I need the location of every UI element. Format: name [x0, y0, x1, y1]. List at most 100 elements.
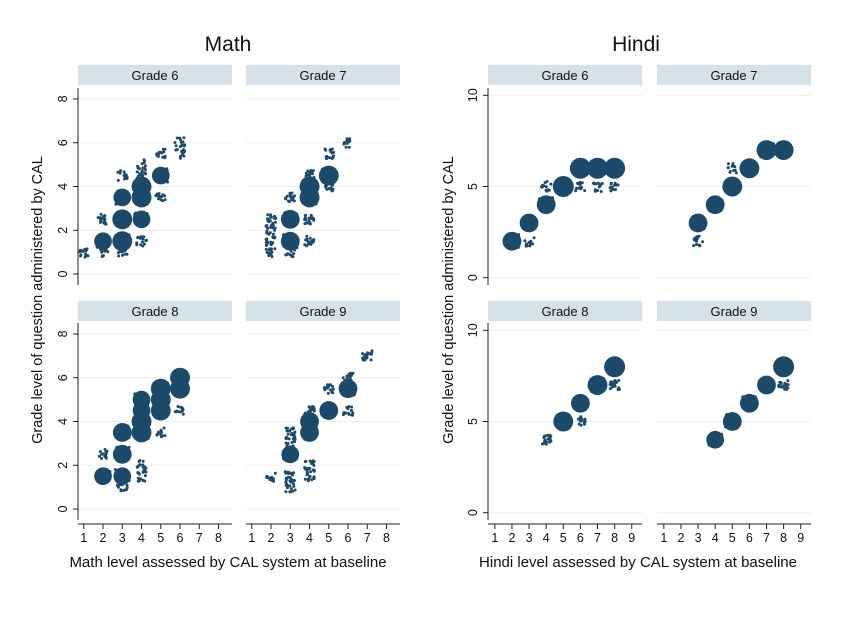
data-point	[545, 202, 549, 206]
data-point	[331, 170, 335, 174]
data-point	[743, 170, 747, 174]
data-point	[142, 424, 146, 428]
data-point	[734, 181, 738, 185]
data-point	[103, 448, 107, 451]
data-point	[754, 402, 758, 406]
data-point	[143, 182, 147, 186]
data-point	[272, 236, 276, 240]
data-point	[124, 214, 128, 217]
data-point	[286, 486, 289, 490]
data-point	[531, 216, 535, 220]
data-point	[332, 150, 336, 154]
data-point	[141, 401, 145, 405]
data-point	[142, 242, 146, 246]
data-point	[589, 169, 592, 172]
data-point	[591, 379, 595, 383]
data-point	[309, 213, 313, 217]
data-point	[95, 236, 99, 240]
data-point	[125, 222, 129, 226]
data-point	[155, 433, 159, 437]
data-point	[616, 183, 620, 187]
data-point	[370, 349, 374, 353]
data-point	[322, 173, 326, 177]
data-point	[619, 363, 623, 367]
data-point	[727, 426, 731, 430]
data-point	[560, 188, 564, 192]
data-point	[713, 432, 717, 436]
data-point	[123, 488, 127, 492]
y-tick-label: 4	[56, 183, 70, 190]
data-point	[308, 475, 312, 478]
data-point	[152, 414, 156, 418]
data-point	[314, 424, 318, 428]
data-point	[308, 190, 312, 194]
x-tick-label: 1	[491, 531, 498, 545]
data-point	[731, 162, 735, 166]
data-point	[264, 247, 268, 251]
data-point	[99, 219, 103, 223]
data-point	[758, 145, 762, 149]
data-point	[361, 358, 365, 362]
data-point	[95, 245, 99, 249]
data-point	[325, 157, 328, 161]
data-point	[736, 425, 740, 429]
y-tick-label: 2	[56, 227, 70, 234]
x-tick-label: 4	[306, 531, 313, 545]
data-point	[322, 403, 326, 407]
data-point	[732, 425, 736, 429]
data-point	[79, 253, 83, 257]
data-point	[736, 190, 740, 194]
data-point	[344, 411, 348, 415]
data-point	[288, 217, 292, 221]
data-point	[608, 166, 612, 170]
data-point	[308, 466, 312, 470]
data-point	[288, 484, 292, 488]
data-point	[121, 429, 125, 433]
data-point	[289, 487, 293, 491]
data-point	[716, 197, 720, 201]
data-point	[284, 476, 288, 480]
data-point	[134, 211, 138, 215]
panel-strip-label: Grade 6	[542, 68, 589, 83]
data-point	[133, 183, 137, 187]
data-point	[152, 409, 156, 413]
data-point	[778, 145, 782, 149]
data-point	[141, 198, 145, 202]
data-point	[142, 161, 146, 165]
data-point	[303, 477, 307, 481]
data-point	[515, 240, 519, 244]
data-point	[567, 426, 571, 430]
data-point	[152, 400, 156, 403]
data-point	[312, 176, 316, 179]
data-point	[273, 220, 277, 224]
data-point	[163, 413, 167, 417]
data-point	[596, 379, 600, 383]
data-point	[177, 410, 181, 414]
data-point	[538, 206, 542, 210]
data-point	[544, 442, 548, 446]
data-point	[287, 213, 291, 217]
data-point	[289, 452, 293, 455]
data-point	[266, 213, 270, 217]
x-tick-label: 8	[383, 531, 390, 545]
data-point	[180, 379, 184, 383]
data-point	[532, 236, 536, 240]
data-point	[726, 162, 730, 166]
data-point	[750, 173, 754, 177]
data-point	[295, 450, 299, 454]
data-point	[511, 245, 515, 249]
data-point	[269, 215, 273, 219]
data-point	[595, 168, 599, 172]
data-point	[308, 425, 311, 429]
data-point	[594, 389, 598, 393]
data-point	[717, 202, 721, 206]
data-point	[154, 391, 157, 395]
data-point	[285, 429, 289, 433]
data-point	[351, 413, 354, 417]
data-point	[144, 196, 148, 200]
data-point	[265, 224, 269, 227]
data-point	[152, 382, 156, 385]
data-point	[117, 234, 121, 238]
data-point	[312, 238, 316, 241]
